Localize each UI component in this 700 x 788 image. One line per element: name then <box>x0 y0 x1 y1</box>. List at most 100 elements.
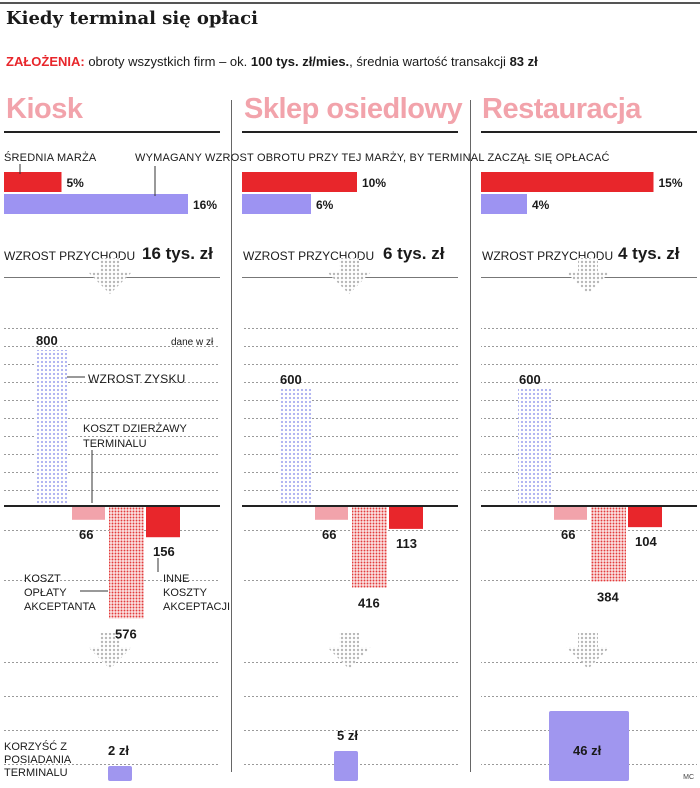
gridline <box>242 382 458 383</box>
required-growth-label: WYMAGANY WZROST OBROTU PRZY TEJ MARŻY, B… <box>135 152 610 164</box>
acceptance-fee-bar <box>109 507 144 619</box>
avg-margin-bar <box>481 172 654 192</box>
column-title-restauracja: Restauracja <box>482 93 641 125</box>
profit-value: 800 <box>36 333 58 348</box>
gridline <box>242 696 458 697</box>
benefit-value: 46 zł <box>573 743 602 758</box>
gridline <box>481 400 697 401</box>
avg-margin-value: 5% <box>66 176 84 190</box>
gridline <box>242 555 458 556</box>
benefit-value: 2 zł <box>108 743 129 758</box>
gridline <box>242 679 458 680</box>
gridline <box>242 346 458 347</box>
gridline <box>481 530 697 531</box>
acceptance-fee-value: 576 <box>115 627 137 642</box>
revenue-growth-value: 16 tys. zł <box>142 244 213 263</box>
flow-arrow <box>327 633 371 669</box>
gridline <box>242 730 458 731</box>
required-growth-bar <box>481 194 527 214</box>
avg-margin-value: 15% <box>658 176 683 190</box>
gridline <box>481 679 697 680</box>
gridline <box>242 605 458 606</box>
gridline <box>242 436 458 437</box>
profit-bar <box>35 350 68 505</box>
gridline <box>242 364 458 365</box>
gridline <box>4 679 220 680</box>
gridline <box>242 490 458 491</box>
acceptance-fee-label: KOSZT OPŁATY AKCEPTANTA <box>24 573 96 613</box>
gridline <box>4 730 220 731</box>
lease-bar <box>554 507 587 520</box>
gridline <box>481 436 697 437</box>
benefit-value: 5 zł <box>337 728 358 743</box>
gridline <box>481 580 697 581</box>
gridline <box>481 696 697 697</box>
other-costs-bar <box>146 507 180 538</box>
profit-growth-label: WZROST ZYSKU <box>88 372 186 386</box>
required-growth-value: 16% <box>193 198 218 212</box>
flow-arrow <box>566 258 610 294</box>
avg-margin-bar <box>242 172 357 192</box>
gridline <box>481 328 697 329</box>
flow-arrow <box>566 633 610 669</box>
profit-bar <box>518 388 551 505</box>
required-growth-bar <box>4 194 188 214</box>
revenue-growth-value: 6 tys. zł <box>383 244 445 263</box>
assumptions-text-2: , średnia wartość transakcji <box>349 54 510 69</box>
lease-value: 66 <box>79 527 93 542</box>
avg-margin-label: ŚREDNIA MARŻA <box>4 152 97 164</box>
other-costs-value: 113 <box>396 536 417 551</box>
gridline <box>4 696 220 697</box>
zero-baseline <box>242 505 458 507</box>
gridline <box>242 530 458 531</box>
column-rule <box>481 131 697 133</box>
revenue-growth-value: 4 tys. zł <box>618 244 680 263</box>
benefit-label: KORZYŚĆ Z POSIADANIA TERMINALU <box>4 741 71 779</box>
required-growth-value: 6% <box>316 198 334 212</box>
gridline <box>4 764 220 765</box>
lease-value: 66 <box>561 527 575 542</box>
data-unit-note: dane w zł <box>171 337 214 348</box>
gridline <box>242 328 458 329</box>
lease-bar <box>72 507 105 520</box>
other-costs-label: INNE KOSZTY AKCEPTACJI <box>163 573 231 613</box>
gridline <box>242 472 458 473</box>
chart-title: Kiedy terminal się opłaci <box>6 8 258 29</box>
profit-value: 600 <box>280 372 302 387</box>
flow-arrow <box>88 633 132 669</box>
gridline <box>4 328 220 329</box>
column-separator <box>470 100 471 772</box>
avg-margin-bar <box>4 172 62 192</box>
gridline <box>4 713 220 714</box>
column-title-kiosk: Kiosk <box>6 93 83 125</box>
benefit-bar <box>549 711 629 781</box>
gridline <box>4 472 220 473</box>
gridline <box>481 472 697 473</box>
gridline <box>242 400 458 401</box>
assumptions-text-1: obroty wszystkich firm – ok. <box>84 54 251 69</box>
flow-arrow <box>327 258 371 294</box>
gridline <box>242 580 458 581</box>
lease-cost-label: KOSZT DZIERŻAWY TERMINALU <box>83 423 187 450</box>
zero-baseline <box>4 505 220 507</box>
avg-margin-value: 10% <box>362 176 387 190</box>
assumptions-avg-transaction: 83 zł <box>509 54 538 69</box>
gridline <box>4 346 220 347</box>
benefit-bar <box>108 766 132 781</box>
gridline <box>481 490 697 491</box>
gridline <box>4 747 220 748</box>
other-costs-bar <box>389 507 423 529</box>
lease-bar <box>315 507 348 520</box>
gridline <box>481 605 697 606</box>
gridline <box>242 454 458 455</box>
benefit-bar <box>334 751 358 781</box>
gridline <box>481 382 697 383</box>
lease-value: 66 <box>322 527 336 542</box>
assumptions-line: ZAŁOŻENIA: obroty wszystkich firm – ok. … <box>6 54 538 69</box>
gridline <box>4 490 220 491</box>
acceptance-fee-bar <box>591 507 626 582</box>
assumptions-label: ZAŁOŻENIA: <box>6 54 85 69</box>
other-costs-bar <box>628 507 662 528</box>
profit-value: 600 <box>519 372 541 387</box>
